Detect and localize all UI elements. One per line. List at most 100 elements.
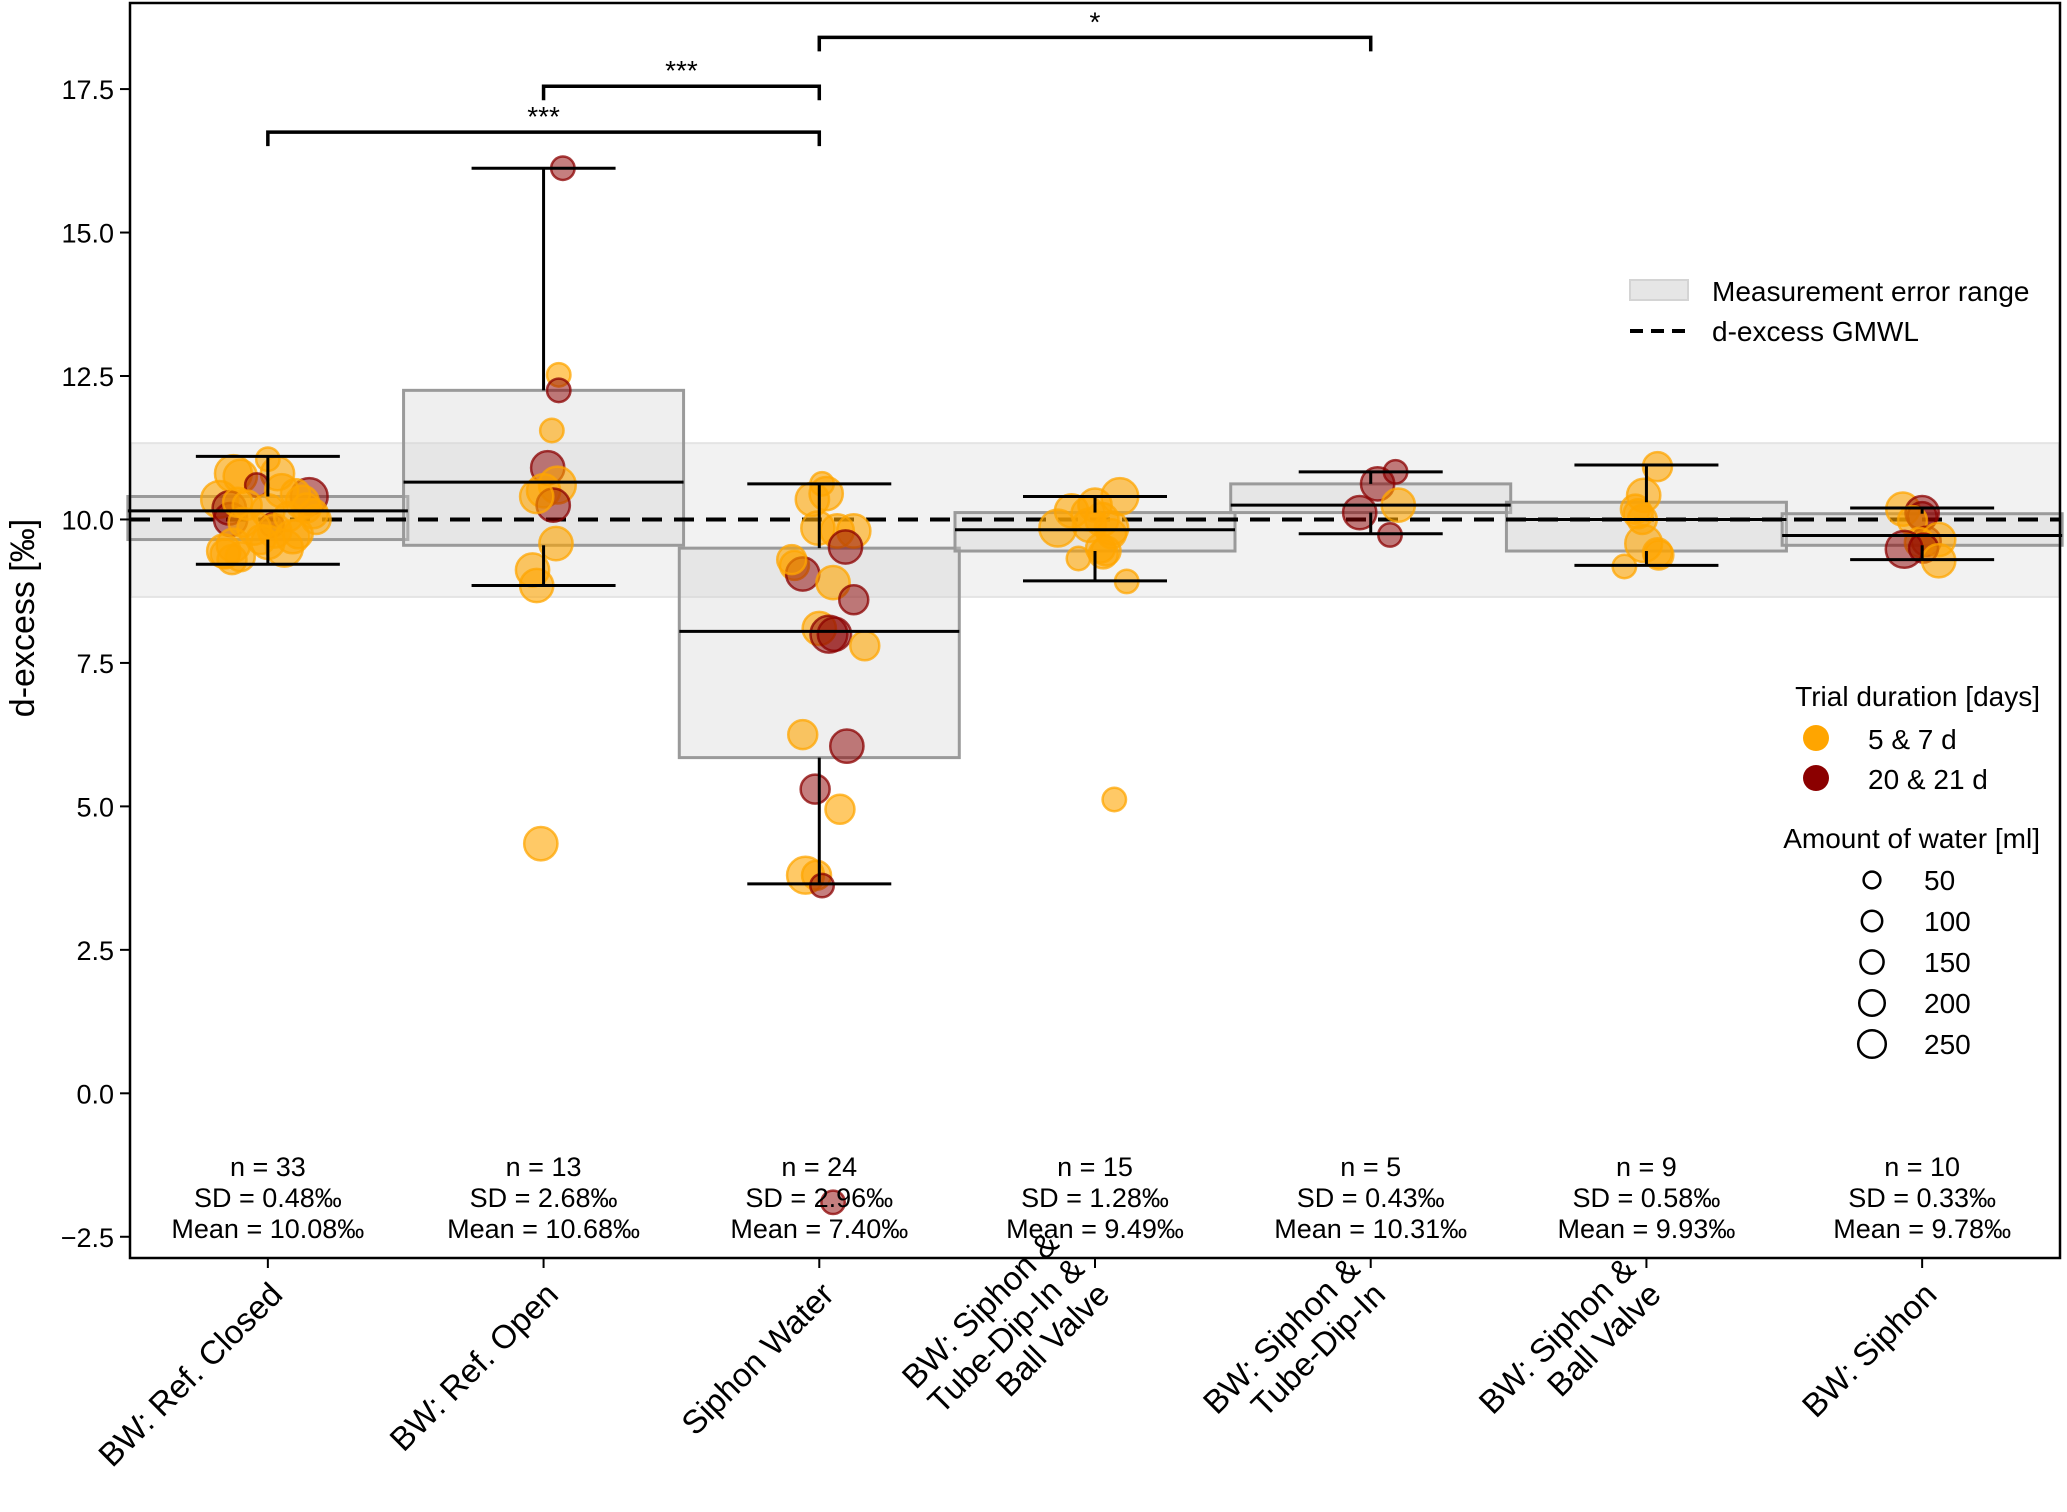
data-point (824, 793, 856, 826)
stat-mean: Mean = 9.49‰ (1006, 1214, 1184, 1244)
stat-sd: SD = 0.58‰ (1573, 1183, 1721, 1213)
legend-duration-swatch-short (1803, 725, 1829, 751)
significance-bracket (266, 130, 822, 147)
x-tick-label: BW: Ref. Open (382, 1275, 565, 1458)
data-point (221, 486, 254, 518)
data-point (828, 728, 865, 765)
legend-duration-label-long: 20 & 21 d (1868, 764, 1988, 795)
x-axis: BW: Ref. Closed BW: Ref. Open Siphon Water… (91, 1224, 1943, 1473)
legend-band-swatch (1629, 279, 1689, 301)
x-tick-label-line: BW: Siphon (1795, 1275, 1944, 1424)
data-point (1101, 786, 1128, 813)
scatter-layer (199, 155, 1957, 1216)
legend-size: Amount of water [ml] 50 100 150 200 250 (1783, 823, 2040, 1060)
data-point (545, 377, 572, 404)
stat-n: n = 9 (1616, 1152, 1677, 1182)
legend-size-swatch (1857, 988, 1887, 1018)
legend-lines: Measurement error range d-excess GMWL (1629, 276, 2029, 347)
stat-mean: Mean = 10.08‰ (171, 1214, 364, 1244)
stat-sd: SD = 0.48‰ (194, 1183, 342, 1213)
y-axis-label: d-excess [‰] (4, 519, 42, 717)
stat-mean: Mean = 10.68‰ (447, 1214, 640, 1244)
y-tick-label: 10.0 (61, 505, 114, 535)
y-tick-label: 17.5 (61, 75, 114, 105)
stat-mean: Mean = 9.93‰ (1557, 1214, 1735, 1244)
stat-mean: Mean = 10.31‰ (1274, 1214, 1467, 1244)
legend-size-label: 150 (1924, 947, 1971, 978)
stat-sd: SD = 0.43‰ (1297, 1183, 1445, 1213)
data-point (816, 616, 853, 653)
data-point (849, 629, 881, 662)
stat-sd: SD = 2.96‰ (745, 1183, 893, 1213)
data-point (224, 541, 257, 573)
y-tick-label: −2.5 (61, 1223, 114, 1253)
stat-n: n = 5 (1340, 1152, 1401, 1182)
data-point (827, 529, 864, 565)
stat-sd: SD = 0.33‰ (1848, 1183, 1996, 1213)
legend-size-label: 250 (1924, 1029, 1971, 1060)
significance-label: *** (665, 55, 698, 86)
y-tick-label: 12.5 (61, 362, 114, 392)
legend-band-label: Measurement error range (1712, 276, 2029, 307)
x-tick-label-line: BW: Ref. Closed (91, 1275, 289, 1473)
data-point (794, 481, 831, 518)
x-tick-label: BW: Siphon (1795, 1275, 1944, 1424)
stat-n: n = 15 (1057, 1152, 1133, 1182)
data-point (274, 518, 311, 555)
significance-layer: ******* (266, 6, 1373, 147)
data-point (300, 503, 332, 536)
significance-bracket (541, 84, 822, 101)
significance-bracket (817, 35, 1373, 52)
stat-n: n = 24 (781, 1152, 857, 1182)
data-point (538, 417, 565, 444)
stat-n: n = 33 (230, 1152, 306, 1182)
y-tick-label: 5.0 (76, 792, 114, 822)
legend-duration-swatch-long (1803, 765, 1829, 791)
stat-mean: Mean = 7.40‰ (730, 1214, 908, 1244)
data-point (538, 525, 574, 562)
data-point (518, 478, 555, 515)
plot-frame (128, 1, 2062, 1260)
data-point (1065, 545, 1092, 572)
data-point (786, 718, 819, 751)
x-tick-label: BW: Ref. Closed (91, 1275, 289, 1473)
legend-gmwl-label: d-excess GMWL (1712, 316, 1919, 347)
legend-size-title: Amount of water [ml] (1783, 823, 2040, 854)
legend-duration-title: Trial duration [days] (1795, 681, 2040, 712)
stat-mean: Mean = 9.78‰ (1833, 1214, 2011, 1244)
legend-size-label: 50 (1924, 865, 1955, 896)
y-tick-label: 15.0 (61, 219, 114, 249)
x-tick-label: BW: Siphon &Tube-Dip-In (1196, 1250, 1392, 1424)
legend-duration-label-short: 5 & 7 d (1868, 724, 1957, 755)
x-tick-label: Siphon Water (674, 1275, 841, 1442)
data-point (1622, 497, 1654, 530)
stat-n: n = 13 (506, 1152, 582, 1182)
significance-label: * (1090, 6, 1101, 37)
legend-size-swatch (1860, 909, 1884, 933)
y-tick-label: 0.0 (76, 1079, 114, 1109)
legend-size-swatch (1862, 870, 1882, 890)
stat-sd: SD = 2.68‰ (470, 1183, 618, 1213)
y-tick-label: 7.5 (76, 649, 114, 679)
data-point (1038, 508, 1078, 548)
significance-label: *** (527, 101, 560, 132)
y-tick-label: 2.5 (76, 936, 114, 966)
x-tick-label-line: Siphon Water (674, 1275, 841, 1442)
data-point (809, 872, 836, 899)
y-axis: −2.5 0.0 2.5 5.0 7.5 10.0 12.5 15.0 17.5 (61, 75, 130, 1253)
legend-duration: Trial duration [days] 5 & 7 d 20 & 21 d (1795, 681, 2040, 795)
legend-size-swatch (1856, 1028, 1888, 1060)
legend-size-label: 100 (1924, 906, 1971, 937)
data-point (838, 584, 870, 616)
data-point (522, 825, 559, 862)
data-point (799, 773, 831, 805)
legend-size-swatch (1859, 949, 1885, 975)
data-point (1643, 539, 1675, 571)
stat-n: n = 10 (1884, 1152, 1960, 1182)
x-tick-label-line: BW: Ref. Open (382, 1275, 565, 1458)
data-point (1087, 538, 1120, 570)
data-point (1641, 450, 1674, 483)
x-tick-label: BW: Siphon &Ball Valve (1471, 1250, 1667, 1421)
